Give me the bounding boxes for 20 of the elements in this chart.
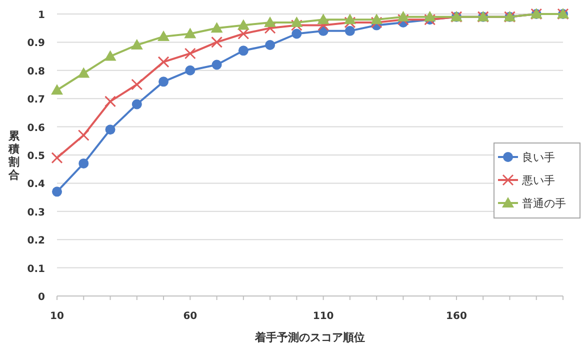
legend-label: 悪い手 (521, 174, 555, 187)
y-tick-label: 0.2 (27, 236, 46, 247)
y-tick-label: 0.8 (27, 66, 46, 78)
x-tick-label: 160 (446, 311, 467, 322)
y-tick-label: 0.1 (27, 264, 46, 275)
y-axis-title: 累積割合 (8, 130, 20, 182)
y-tick-label: 0.6 (27, 122, 46, 134)
y-tick-label: 1 (38, 10, 46, 21)
y-tick-label: 0.9 (27, 38, 46, 50)
legend-label: 良い手 (522, 151, 555, 164)
y-tick-label: 0.5 (27, 151, 46, 162)
y-tick-label: 0.7 (27, 94, 46, 106)
y-tick-label: 0 (38, 292, 46, 303)
y-tick-label: 0.4 (27, 179, 46, 190)
x-tick-label: 10 (50, 311, 64, 322)
x-tick-label: 60 (183, 311, 198, 322)
y-tick-label: 0.3 (27, 207, 46, 218)
x-axis-title: 着手予測のスコア順位 (254, 331, 365, 344)
x-tick-label: 110 (312, 311, 334, 322)
legend-label: 普通の手 (522, 197, 566, 210)
